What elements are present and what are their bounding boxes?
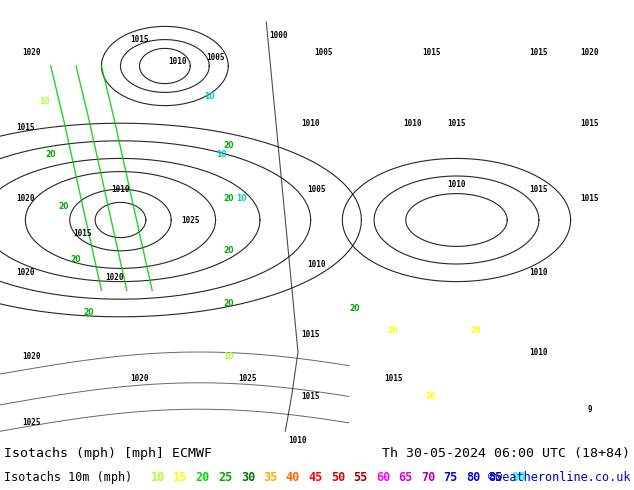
Text: 1020: 1020 bbox=[130, 374, 149, 383]
Text: 10: 10 bbox=[223, 352, 233, 361]
Text: 1020: 1020 bbox=[16, 194, 35, 202]
Text: 90: 90 bbox=[511, 470, 525, 484]
Text: 1015: 1015 bbox=[529, 185, 548, 194]
Text: 9: 9 bbox=[587, 405, 592, 414]
Text: 45: 45 bbox=[308, 470, 323, 484]
Text: 1010: 1010 bbox=[447, 180, 466, 189]
Text: 1005: 1005 bbox=[314, 49, 333, 57]
Text: 20: 20 bbox=[470, 325, 481, 335]
Text: 10: 10 bbox=[217, 149, 227, 158]
Text: 1015: 1015 bbox=[301, 330, 320, 339]
Text: 20: 20 bbox=[223, 141, 233, 150]
Text: 20: 20 bbox=[426, 392, 436, 400]
Text: 1010: 1010 bbox=[529, 269, 548, 277]
Text: 1010: 1010 bbox=[168, 57, 187, 66]
Text: 1010: 1010 bbox=[288, 436, 307, 444]
Text: 1015: 1015 bbox=[301, 392, 320, 400]
Text: 1010: 1010 bbox=[403, 119, 422, 128]
Text: 1020: 1020 bbox=[105, 273, 124, 282]
Text: 60: 60 bbox=[376, 470, 390, 484]
Text: 1015: 1015 bbox=[16, 123, 35, 132]
Text: 1015: 1015 bbox=[384, 374, 403, 383]
Text: 1015: 1015 bbox=[580, 194, 599, 202]
Text: 1010: 1010 bbox=[529, 347, 548, 357]
Text: 75: 75 bbox=[443, 470, 458, 484]
Text: 1010: 1010 bbox=[307, 260, 327, 269]
Text: 1005: 1005 bbox=[206, 53, 225, 62]
Text: 20: 20 bbox=[71, 255, 81, 264]
Text: 65: 65 bbox=[398, 470, 413, 484]
Text: 1005: 1005 bbox=[307, 185, 327, 194]
Text: 1000: 1000 bbox=[269, 31, 288, 40]
Text: 20: 20 bbox=[350, 303, 360, 313]
Text: 70: 70 bbox=[421, 470, 435, 484]
Text: 1010: 1010 bbox=[301, 119, 320, 128]
Text: 1015: 1015 bbox=[447, 119, 466, 128]
Text: 20: 20 bbox=[223, 299, 233, 308]
Text: 80: 80 bbox=[466, 470, 480, 484]
Text: 1015: 1015 bbox=[580, 119, 599, 128]
Text: 1015: 1015 bbox=[73, 229, 92, 238]
Text: 55: 55 bbox=[353, 470, 368, 484]
Text: 1025: 1025 bbox=[22, 418, 41, 427]
Text: 1015: 1015 bbox=[422, 49, 441, 57]
Text: 20: 20 bbox=[196, 470, 210, 484]
Text: 20: 20 bbox=[46, 149, 56, 158]
Text: 1020: 1020 bbox=[16, 269, 35, 277]
Text: 1020: 1020 bbox=[22, 352, 41, 361]
Text: 10: 10 bbox=[39, 97, 49, 106]
Text: 10: 10 bbox=[204, 92, 214, 101]
Text: 30: 30 bbox=[241, 470, 255, 484]
Text: Th 30-05-2024 06:00 UTC (18+84): Th 30-05-2024 06:00 UTC (18+84) bbox=[382, 446, 630, 460]
Text: 25: 25 bbox=[218, 470, 233, 484]
Text: 35: 35 bbox=[263, 470, 278, 484]
Text: 50: 50 bbox=[331, 470, 345, 484]
Text: 1015: 1015 bbox=[130, 35, 149, 44]
Text: 20: 20 bbox=[223, 194, 233, 202]
Text: 20: 20 bbox=[388, 325, 398, 335]
Text: Isotachs 10m (mph): Isotachs 10m (mph) bbox=[4, 470, 133, 484]
Text: 85: 85 bbox=[488, 470, 503, 484]
Text: 40: 40 bbox=[286, 470, 300, 484]
Text: 1025: 1025 bbox=[238, 374, 257, 383]
Text: 10: 10 bbox=[151, 470, 165, 484]
Text: 1015: 1015 bbox=[529, 49, 548, 57]
Text: 1020: 1020 bbox=[22, 49, 41, 57]
Text: 1025: 1025 bbox=[181, 216, 200, 224]
Text: 20: 20 bbox=[84, 308, 94, 317]
Text: 1020: 1020 bbox=[580, 49, 599, 57]
Text: 10: 10 bbox=[236, 194, 246, 202]
Text: 20: 20 bbox=[58, 202, 68, 211]
Text: 20: 20 bbox=[223, 246, 233, 255]
Text: 1010: 1010 bbox=[111, 185, 130, 194]
Text: Isotachs (mph) [mph] ECMWF: Isotachs (mph) [mph] ECMWF bbox=[4, 446, 212, 460]
Text: ©weatheronline.co.uk: ©weatheronline.co.uk bbox=[488, 470, 630, 484]
Text: 15: 15 bbox=[173, 470, 188, 484]
